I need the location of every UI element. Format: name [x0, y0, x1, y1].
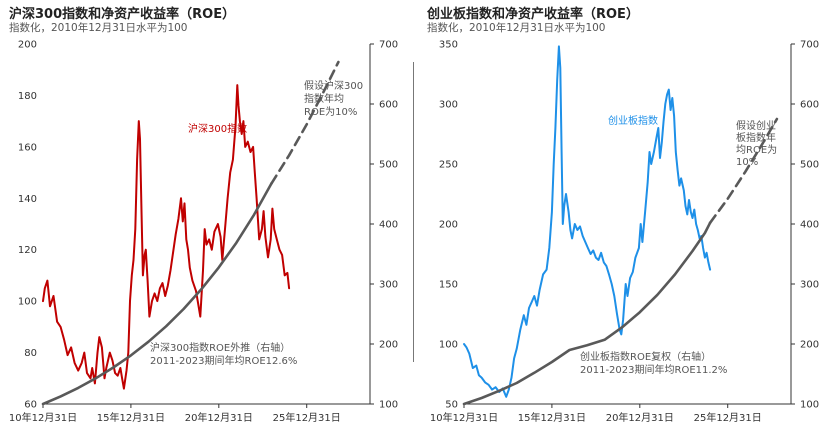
annotation-text: 沪深300指数ROE外推（右轴） [150, 341, 290, 354]
annotation-text: 2011-2023期间年均ROE11.2% [580, 363, 727, 376]
index-series-line [463, 45, 712, 398]
y-right-tick-label: 500 [379, 160, 398, 171]
annotation-text: 创业板指数 [608, 114, 658, 127]
y-right-tick-label: 500 [800, 160, 819, 171]
y-right-tick-label: 700 [800, 40, 819, 51]
y-right-tick-label: 200 [379, 340, 398, 351]
panel-divider [413, 62, 414, 362]
y-left-tick-label: 300 [439, 100, 458, 111]
y-right-tick-label: 100 [800, 400, 819, 411]
y-right-tick-label: 300 [800, 280, 819, 291]
x-tick-label: 15年12月31日 [518, 411, 586, 424]
annotation-text: 假设创业 [736, 119, 776, 132]
annotation-text: 创业板指数ROE复权（右轴） [580, 350, 711, 363]
annotation-text: 假设沪深300 [304, 79, 363, 92]
y-left-tick-label: 120 [18, 245, 37, 256]
y-left-tick-label: 150 [439, 280, 458, 291]
chart-svg-chinext: 50 100 150 200 250 300 350 100 200 300 400 500 600 70… [430, 40, 819, 425]
y-right-tick-label: 400 [800, 220, 819, 231]
y-left-tick-label: 160 [18, 142, 37, 153]
annotation-text: 指数年均 [304, 92, 344, 105]
y-left-tick-label: 350 [439, 40, 458, 51]
roe-projection-dashed-line [708, 117, 779, 225]
annotation-text: ROE为10% [304, 106, 357, 118]
y-left-tick-label: 100 [18, 297, 37, 308]
chart-subtitle: 指数化，2010年12月31日水平为100 [9, 22, 188, 34]
y-right-tick-label: 400 [379, 220, 398, 231]
roe-series-line [41, 182, 273, 406]
y-left-tick-label: 60 [24, 400, 37, 411]
y-left-tick-label: 180 [18, 91, 37, 102]
annotation-text: 均ROE为 [736, 144, 777, 156]
annotation-text: 沪深300指数 [188, 122, 247, 135]
annotation-text: 10% [736, 157, 758, 168]
x-tick-label: 25年12月31日 [694, 411, 762, 424]
y-left-tick-label: 250 [439, 160, 458, 171]
y-left-tick-label: 140 [18, 194, 37, 205]
index-series-line [42, 84, 291, 390]
annotation-text: 板指数年 [736, 131, 776, 144]
chart-svg-csi300: 60 80 100 120 140 160 180 200 100 200 300 400 500 600… [9, 40, 398, 425]
y-right-tick-label: 200 [800, 340, 819, 351]
x-tick-label: 25年12月31日 [273, 411, 341, 424]
chart-title: 沪深300指数和净资产收益率（ROE） [9, 7, 236, 22]
roe-projection-dashed-line [270, 60, 340, 185]
y-right-tick-label: 300 [379, 280, 398, 291]
y-right-tick-label: 700 [379, 40, 398, 51]
chart-panel-chinext: 创业板指数和净资产收益率（ROE） 指数化，2010年12月31日水平为100 … [418, 0, 825, 437]
x-tick-label: 20年12月31日 [606, 411, 674, 424]
chart-subtitle: 指数化，2010年12月31日水平为100 [427, 22, 606, 34]
y-right-tick-label: 100 [379, 400, 398, 411]
y-right-tick-label: 600 [800, 100, 819, 111]
y-left-tick-label: 80 [24, 348, 37, 359]
y-left-tick-label: 200 [439, 220, 458, 231]
x-tick-label: 10年12月31日 [9, 411, 77, 424]
x-tick-label: 20年12月31日 [185, 411, 253, 424]
y-left-tick-label: 50 [445, 400, 458, 411]
y-right-tick-label: 600 [379, 100, 398, 111]
chart-title: 创业板指数和净资产收益率（ROE） [427, 7, 639, 22]
y-left-tick-label: 100 [439, 340, 458, 351]
y-left-tick-label: 200 [18, 40, 37, 51]
chart-panel-csi300: 沪深300指数和净资产收益率（ROE） 指数化，2010年12月31日水平为10… [0, 0, 410, 437]
x-tick-label: 10年12月31日 [430, 411, 498, 424]
roe-series-line [462, 221, 712, 406]
x-tick-label: 15年12月31日 [97, 411, 165, 424]
annotation-text: 2011-2023期间年均ROE12.6% [150, 354, 297, 367]
